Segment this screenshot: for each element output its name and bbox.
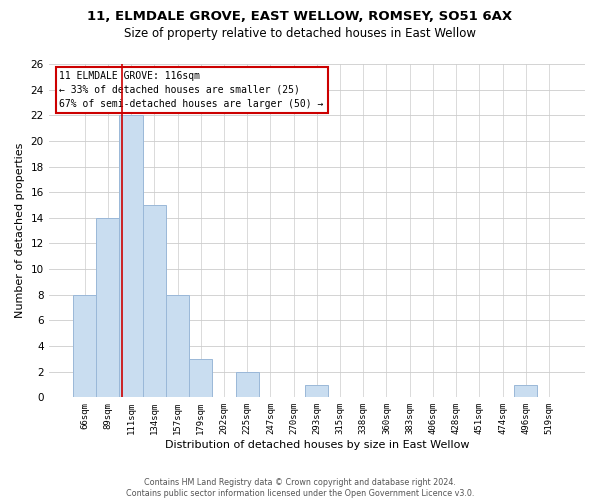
Text: Contains HM Land Registry data © Crown copyright and database right 2024.
Contai: Contains HM Land Registry data © Crown c…	[126, 478, 474, 498]
Bar	[96, 218, 119, 398]
Bar	[166, 295, 189, 398]
X-axis label: Distribution of detached houses by size in East Wellow: Distribution of detached houses by size …	[164, 440, 469, 450]
Bar	[236, 372, 259, 398]
Bar	[514, 384, 538, 398]
Text: 11, ELMDALE GROVE, EAST WELLOW, ROMSEY, SO51 6AX: 11, ELMDALE GROVE, EAST WELLOW, ROMSEY, …	[88, 10, 512, 23]
Bar	[143, 205, 166, 398]
Bar	[73, 295, 96, 398]
Bar	[189, 359, 212, 398]
Bar	[119, 116, 143, 398]
Text: 11 ELMDALE GROVE: 116sqm
← 33% of detached houses are smaller (25)
67% of semi-d: 11 ELMDALE GROVE: 116sqm ← 33% of detach…	[59, 70, 324, 108]
Y-axis label: Number of detached properties: Number of detached properties	[15, 143, 25, 318]
Bar	[305, 384, 328, 398]
Text: Size of property relative to detached houses in East Wellow: Size of property relative to detached ho…	[124, 28, 476, 40]
